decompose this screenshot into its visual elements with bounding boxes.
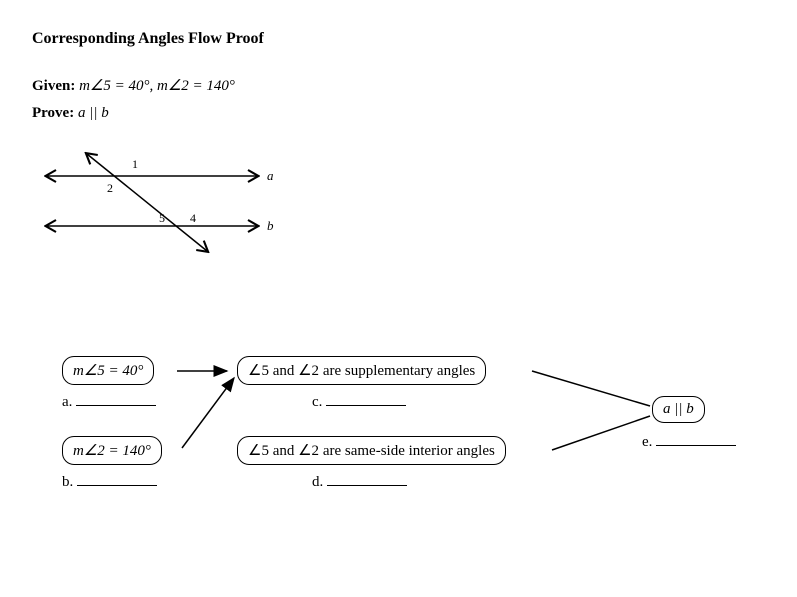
flow-box-c: ∠5 and ∠2 are supplementary angles <box>237 356 486 385</box>
blank-a: a. <box>62 394 156 411</box>
line-b-label: b <box>267 218 274 233</box>
given-label: Given: <box>32 78 75 94</box>
line-a-label: a <box>267 168 274 183</box>
page-title: Corresponding Angles Flow Proof <box>32 30 765 48</box>
prove-line: Prove: a || b <box>32 105 765 122</box>
blank-e: e. <box>642 434 736 451</box>
flow-proof-area: m∠5 = 40° m∠2 = 140° ∠5 and ∠2 are suppl… <box>32 356 762 536</box>
blank-b: b. <box>62 474 157 491</box>
prove-label: Prove: <box>32 105 74 121</box>
flow-box-e: a || b <box>652 396 705 423</box>
given-line: Given: m∠5 = 40°, m∠2 = 140° <box>32 76 765 95</box>
flow-box-d: ∠5 and ∠2 are same-side interior angles <box>237 436 506 465</box>
blank-d: d. <box>312 474 407 491</box>
flow-box-a: m∠5 = 40° <box>62 356 154 385</box>
geometry-diagram: a b 1 2 5 4 <box>32 146 332 266</box>
blank-c: c. <box>312 394 406 411</box>
angle-2-label: 2 <box>107 181 113 195</box>
flow-box-b: m∠2 = 140° <box>62 436 162 465</box>
prove-text: a || b <box>78 105 109 121</box>
angle-4-label: 4 <box>190 211 196 225</box>
angle-1-label: 1 <box>132 157 138 171</box>
given-text: m∠5 = 40°, m∠2 = 140° <box>79 78 235 94</box>
angle-5-label: 5 <box>159 211 165 225</box>
